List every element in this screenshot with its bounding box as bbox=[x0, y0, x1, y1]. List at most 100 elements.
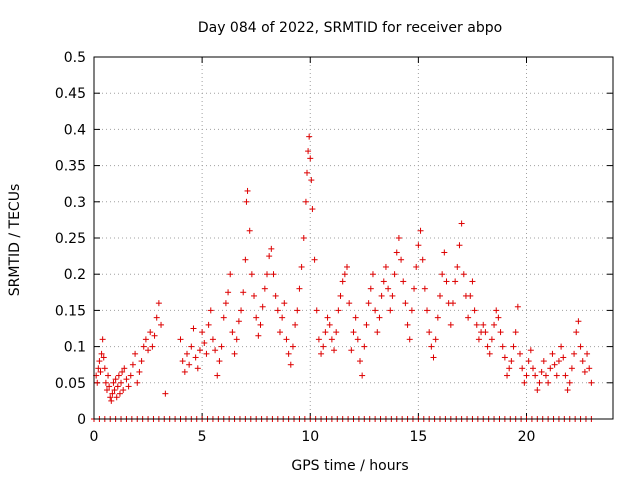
data-point bbox=[354, 336, 361, 343]
data-point bbox=[475, 336, 482, 343]
data-point bbox=[120, 387, 127, 394]
data-point bbox=[443, 278, 450, 285]
data-point bbox=[363, 321, 370, 328]
data-point bbox=[218, 343, 225, 350]
data-point bbox=[140, 343, 147, 350]
data-point bbox=[577, 343, 584, 350]
data-point bbox=[380, 278, 387, 285]
data-point bbox=[257, 321, 264, 328]
data-point bbox=[341, 271, 348, 278]
y-tick-label: 0.15 bbox=[55, 303, 86, 319]
data-point bbox=[149, 343, 156, 350]
data-point bbox=[235, 318, 242, 325]
data-point bbox=[348, 347, 355, 354]
data-point bbox=[501, 354, 508, 361]
data-point bbox=[158, 321, 165, 328]
data-point bbox=[344, 263, 351, 270]
data-point bbox=[186, 361, 193, 368]
data-point bbox=[121, 365, 128, 372]
data-point bbox=[102, 379, 109, 386]
data-point bbox=[369, 271, 376, 278]
data-point bbox=[227, 271, 234, 278]
data-point bbox=[465, 314, 472, 321]
data-point bbox=[261, 285, 268, 292]
data-point bbox=[138, 358, 145, 365]
data-point bbox=[212, 347, 219, 354]
data-point bbox=[220, 314, 227, 321]
data-point bbox=[367, 285, 374, 292]
data-point bbox=[441, 249, 448, 256]
data-point bbox=[584, 350, 591, 357]
data-point bbox=[400, 278, 407, 285]
data-point bbox=[311, 256, 318, 263]
data-point bbox=[527, 347, 534, 354]
data-point bbox=[497, 329, 504, 336]
data-point bbox=[484, 343, 491, 350]
data-point bbox=[467, 292, 474, 299]
data-point bbox=[108, 397, 115, 404]
data-point bbox=[588, 379, 595, 386]
data-point bbox=[225, 289, 232, 296]
data-point bbox=[382, 263, 389, 270]
axis-ticks: 0 0.05 0.1 0.15 0.2 0.25 0.3 0.35 0.4 0.45 0.5 0 5 10… bbox=[55, 50, 613, 445]
data-point bbox=[192, 354, 199, 361]
data-point bbox=[274, 307, 281, 314]
data-point bbox=[106, 383, 113, 390]
y-tick-label: 0.2 bbox=[64, 267, 86, 283]
data-point bbox=[402, 300, 409, 307]
data-point bbox=[203, 350, 210, 357]
data-point bbox=[298, 263, 305, 270]
data-point bbox=[372, 307, 379, 314]
data-point bbox=[313, 307, 320, 314]
data-point bbox=[331, 347, 338, 354]
data-point bbox=[255, 332, 262, 339]
data-point bbox=[248, 271, 255, 278]
data-point bbox=[335, 307, 342, 314]
data-point bbox=[387, 307, 394, 314]
data-point bbox=[320, 343, 327, 350]
data-point bbox=[558, 343, 565, 350]
data-point bbox=[456, 242, 463, 249]
data-point bbox=[579, 358, 586, 365]
data-point bbox=[333, 329, 340, 336]
data-point bbox=[439, 271, 446, 278]
data-point bbox=[145, 347, 152, 354]
data-point bbox=[517, 350, 524, 357]
data-point bbox=[207, 307, 214, 314]
data-point bbox=[573, 329, 580, 336]
data-point bbox=[302, 198, 309, 205]
data-point bbox=[95, 365, 102, 372]
y-tick-label: 0.05 bbox=[55, 376, 86, 392]
data-point bbox=[292, 321, 299, 328]
data-points bbox=[91, 133, 595, 422]
data-point bbox=[480, 321, 487, 328]
data-point bbox=[285, 350, 292, 357]
data-point bbox=[134, 379, 141, 386]
data-point bbox=[581, 368, 588, 375]
data-point bbox=[521, 379, 528, 386]
y-tick-label: 0.4 bbox=[64, 122, 86, 138]
data-point bbox=[246, 227, 253, 234]
data-point bbox=[562, 372, 569, 379]
data-point bbox=[127, 372, 134, 379]
data-point bbox=[307, 155, 314, 162]
data-point bbox=[536, 379, 543, 386]
data-point bbox=[545, 379, 552, 386]
y-tick-label: 0.5 bbox=[64, 50, 86, 66]
data-point bbox=[337, 292, 344, 299]
data-point bbox=[508, 358, 515, 365]
data-point bbox=[452, 278, 459, 285]
data-point bbox=[426, 329, 433, 336]
data-point bbox=[201, 339, 208, 346]
data-point bbox=[279, 314, 286, 321]
data-point bbox=[259, 303, 266, 310]
data-point bbox=[289, 343, 296, 350]
data-point bbox=[305, 148, 312, 155]
data-point bbox=[404, 321, 411, 328]
data-point bbox=[430, 354, 437, 361]
y-tick-label: 0.1 bbox=[64, 340, 86, 356]
data-point bbox=[242, 256, 249, 263]
data-point bbox=[272, 292, 279, 299]
